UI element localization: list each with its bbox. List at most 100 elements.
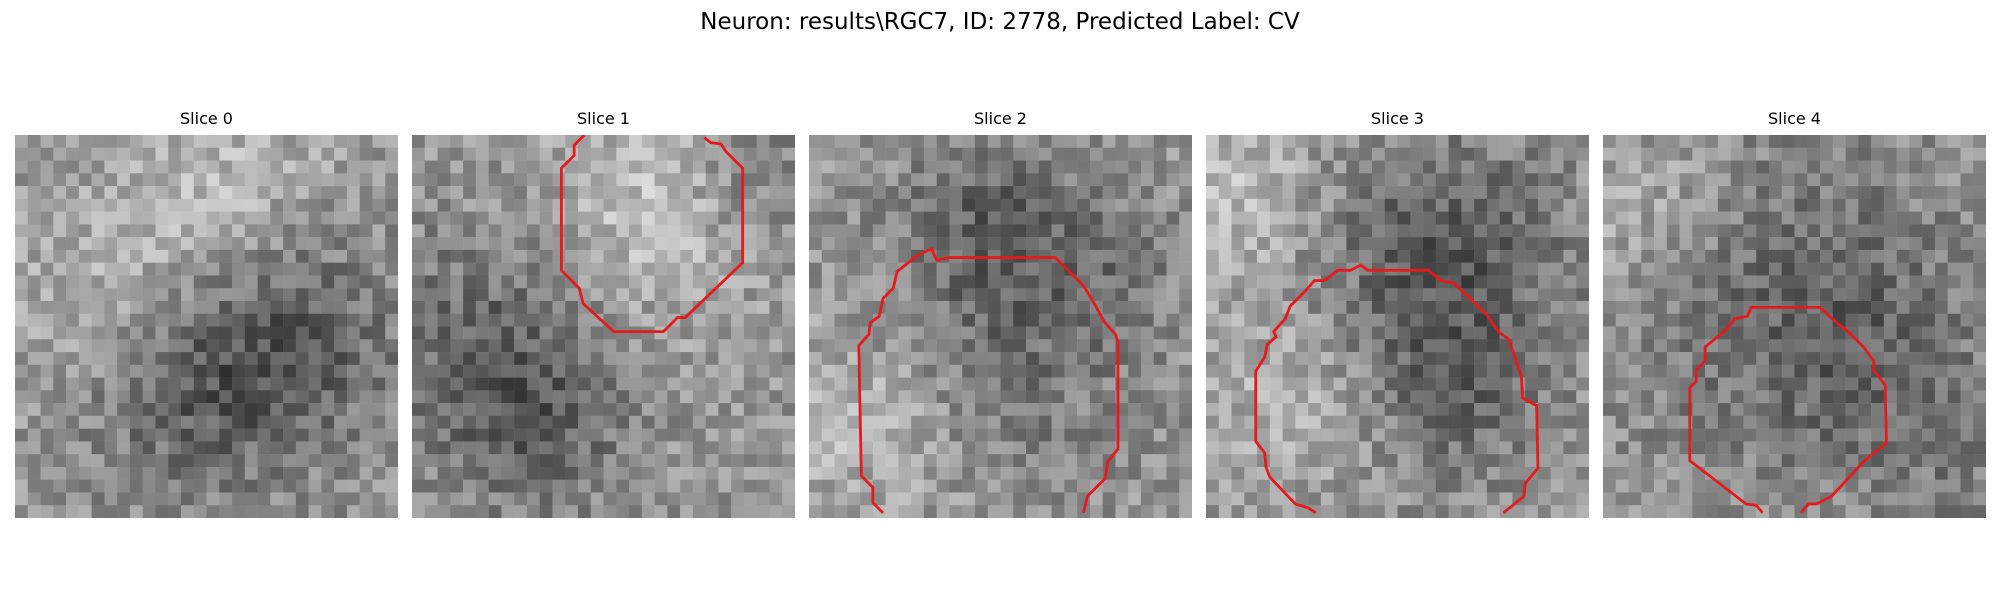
pixel-cell [1308, 466, 1322, 480]
pixel-cell [91, 262, 105, 276]
pixel-cell [142, 275, 156, 289]
pixel-cell [1000, 211, 1014, 225]
pixel-cell [1218, 147, 1232, 161]
pixel-cell [743, 249, 757, 263]
pixel-cell [308, 352, 322, 366]
pixel-cell [1461, 300, 1475, 314]
pixel-cell [91, 403, 105, 417]
pixel-cell [1166, 505, 1180, 518]
pixel-cell [1641, 466, 1655, 480]
pixel-cell [667, 454, 681, 468]
pixel-cell [1615, 300, 1629, 314]
pixel-cell [1692, 390, 1706, 404]
pixel-cell [1499, 492, 1513, 506]
pixel-cell [1756, 390, 1770, 404]
pixel-cell [539, 275, 553, 289]
pixel-cell [1140, 211, 1154, 225]
pixel-cell [1089, 390, 1103, 404]
pixel-cell [654, 364, 668, 378]
pixel-cell [283, 505, 297, 518]
pixel-cell [1960, 479, 1974, 493]
pixel-cell [232, 390, 246, 404]
pixel-cell [680, 211, 694, 225]
pixel-cell [1231, 186, 1245, 200]
pixel-cell [1768, 364, 1782, 378]
pixel-cell [244, 390, 258, 404]
pixel-cell [1077, 466, 1091, 480]
pixel-cell [782, 198, 795, 212]
pixel-cell [577, 364, 591, 378]
pixel-cell [1013, 275, 1027, 289]
pixel-cell [1308, 249, 1322, 263]
pixel-cell [987, 364, 1001, 378]
pixel-cell [667, 173, 681, 187]
pixel-cell [834, 441, 848, 455]
pixel-cell [1140, 403, 1154, 417]
pixel-cell [667, 364, 681, 378]
pixel-cell [692, 428, 706, 442]
pixel-cell [692, 339, 706, 353]
pixel-cell [514, 403, 528, 417]
pixel-cell [565, 198, 579, 212]
pixel-cell [885, 454, 899, 468]
pixel-cell [1397, 211, 1411, 225]
pixel-cell [346, 364, 360, 378]
pixel-cell [1486, 288, 1500, 302]
pixel-cell [1499, 479, 1513, 493]
pixel-cell [1295, 377, 1309, 391]
pixel-cell [809, 390, 823, 404]
pixel-cell [539, 186, 553, 200]
pixel-cell [1206, 224, 1220, 238]
pixel-cell [180, 211, 194, 225]
pixel-cell [949, 454, 963, 468]
pixel-cell [501, 454, 515, 468]
pixel-cell [667, 198, 681, 212]
pixel-cell [1435, 198, 1449, 212]
pixel-cell [1320, 262, 1334, 276]
pixel-cell [923, 313, 937, 327]
pixel-cell [987, 415, 1001, 429]
pixel-cell [129, 211, 143, 225]
pixel-cell [412, 352, 426, 366]
pixel-cell [565, 237, 579, 251]
pixel-cell [847, 326, 861, 340]
pixel-cell [1346, 428, 1360, 442]
pixel-cell [501, 466, 515, 480]
pixel-cell [1244, 326, 1258, 340]
pixel-cell [629, 186, 643, 200]
pixel-cell [1064, 249, 1078, 263]
slice-panel-4: Slice 4 [1603, 108, 1986, 521]
pixel-cell [372, 300, 386, 314]
pixel-cell [1934, 339, 1948, 353]
pixel-cell [809, 466, 823, 480]
pixel-cell [1064, 364, 1078, 378]
pixel-cell [1320, 275, 1334, 289]
pixel-cell [1166, 466, 1180, 480]
pixel-cell [1371, 466, 1385, 480]
pixel-cell [1282, 160, 1296, 174]
pixel-cell [1486, 364, 1500, 378]
pixel-cell [424, 377, 438, 391]
pixel-cell [514, 135, 528, 149]
pixel-cell [142, 352, 156, 366]
pixel-cell [1295, 237, 1309, 251]
pixel-cell [821, 249, 835, 263]
pixel-cell [705, 428, 719, 442]
pixel-cell [104, 441, 118, 455]
pixel-cell [1960, 186, 1974, 200]
pixel-cell [1115, 262, 1129, 276]
pixel-cell [1807, 415, 1821, 429]
pixel-cell [1794, 237, 1808, 251]
pixel-cell [155, 160, 169, 174]
pixel-cell [1960, 249, 1974, 263]
pixel-cell [1512, 135, 1526, 149]
pixel-cell [463, 147, 477, 161]
pixel-cell [705, 288, 719, 302]
pixel-cell [257, 454, 271, 468]
pixel-cell [40, 262, 54, 276]
pixel-cell [1654, 403, 1668, 417]
pixel-cell [1320, 211, 1334, 225]
pixel-cell [1397, 237, 1411, 251]
pixel-cell [1179, 403, 1192, 417]
pixel-cell [1218, 237, 1232, 251]
